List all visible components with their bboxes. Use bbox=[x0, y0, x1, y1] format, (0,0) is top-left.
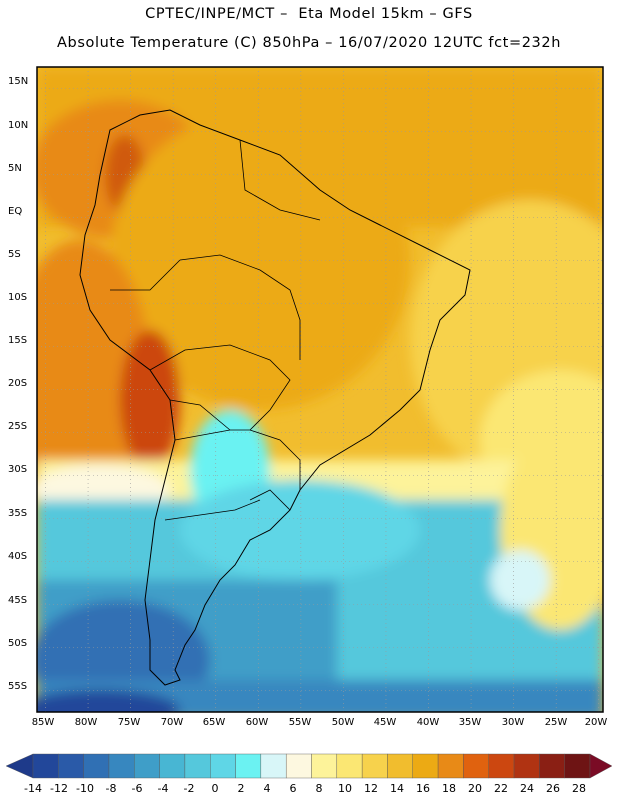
scale-label: 24 bbox=[520, 782, 534, 795]
scale-cell bbox=[539, 753, 565, 779]
scale-cell bbox=[260, 753, 287, 779]
scale-cell bbox=[387, 753, 413, 779]
chart-title: CPTEC/INPE/MCT – Eta Model 15km – GFS bbox=[145, 6, 473, 22]
scale-cell bbox=[235, 753, 262, 779]
scale-label: -12 bbox=[50, 782, 68, 795]
lat-label: 15S bbox=[8, 335, 28, 346]
scale-cell bbox=[361, 753, 388, 779]
lon-label: 70W bbox=[160, 717, 184, 728]
scale-label: 4 bbox=[263, 782, 271, 795]
scale-cell bbox=[32, 753, 59, 779]
lon-label: 75W bbox=[117, 717, 141, 728]
scale-cell bbox=[412, 753, 439, 779]
scale-cell bbox=[463, 753, 489, 779]
scale-label: 14 bbox=[390, 782, 404, 795]
lat-label: 35S bbox=[8, 508, 28, 519]
lon-label: 55W bbox=[288, 717, 312, 728]
scale-label: -14 bbox=[24, 782, 42, 795]
scale-cell bbox=[184, 753, 211, 779]
lon-label: 85W bbox=[31, 717, 55, 728]
lat-label: 40S bbox=[8, 551, 28, 562]
scale-cell bbox=[83, 753, 110, 779]
scale-cell bbox=[488, 753, 515, 779]
scale-cell bbox=[210, 753, 236, 779]
scale-cell bbox=[134, 753, 160, 779]
lat-label: 45S bbox=[8, 595, 28, 606]
lon-label: 45W bbox=[373, 717, 397, 728]
scale-cell bbox=[108, 753, 135, 779]
lat-label: 25S bbox=[8, 421, 28, 432]
scale-cell bbox=[336, 753, 363, 779]
scale-label: 18 bbox=[442, 782, 456, 795]
lon-label: 65W bbox=[202, 717, 226, 728]
plot-frame bbox=[36, 66, 604, 713]
scale-label: 8 bbox=[315, 782, 323, 795]
scale-label: 2 bbox=[237, 782, 245, 795]
scale-label: -10 bbox=[76, 782, 94, 795]
lon-label: 20W bbox=[584, 717, 608, 728]
scale-label: -2 bbox=[183, 782, 195, 795]
lat-label: 5S bbox=[8, 249, 21, 260]
scale-label: 28 bbox=[572, 782, 586, 795]
lat-label: 20S bbox=[8, 378, 28, 389]
scale-arrow-high bbox=[589, 753, 613, 779]
lat-label: 15N bbox=[8, 76, 29, 87]
scale-cell bbox=[513, 753, 540, 779]
scale-label: 12 bbox=[364, 782, 378, 795]
lon-label: 50W bbox=[331, 717, 355, 728]
scale-cell bbox=[564, 753, 591, 779]
lat-label: 5N bbox=[8, 163, 22, 174]
scale-arrow-low bbox=[5, 753, 34, 779]
lat-label: 55S bbox=[8, 681, 28, 692]
scale-label: -6 bbox=[131, 782, 143, 795]
scale-label: 10 bbox=[338, 782, 352, 795]
lat-label: 10N bbox=[8, 120, 29, 131]
scale-label: 0 bbox=[211, 782, 219, 795]
lat-label: 10S bbox=[8, 292, 28, 303]
temperature-field bbox=[37, 67, 603, 712]
lon-label: 30W bbox=[501, 717, 525, 728]
scale-label: 26 bbox=[546, 782, 560, 795]
scale-cell bbox=[58, 753, 84, 779]
lat-label: 50S bbox=[8, 638, 28, 649]
lon-label: 80W bbox=[74, 717, 98, 728]
lon-label: 40W bbox=[416, 717, 440, 728]
scale-cell bbox=[437, 753, 464, 779]
country-borders bbox=[110, 139, 321, 521]
scale-cell bbox=[159, 753, 186, 779]
scale-label: 6 bbox=[289, 782, 297, 795]
scale-label: -4 bbox=[157, 782, 169, 795]
scale-label: 16 bbox=[416, 782, 430, 795]
lon-label: 60W bbox=[245, 717, 269, 728]
color-scale-bar bbox=[5, 753, 613, 779]
lon-label: 25W bbox=[544, 717, 568, 728]
scale-cell bbox=[285, 753, 312, 779]
lat-label: 30S bbox=[8, 464, 28, 475]
chart-subtitle: Absolute Temperature (C) 850hPa – 16/07/… bbox=[57, 35, 561, 51]
scale-label: 22 bbox=[494, 782, 508, 795]
scale-label: -8 bbox=[105, 782, 117, 795]
lat-label: EQ bbox=[8, 206, 23, 217]
temperature-map bbox=[36, 66, 604, 713]
lon-label: 35W bbox=[458, 717, 482, 728]
continent-outline bbox=[79, 109, 471, 686]
scale-cell bbox=[311, 753, 338, 779]
scale-label: 20 bbox=[468, 782, 482, 795]
